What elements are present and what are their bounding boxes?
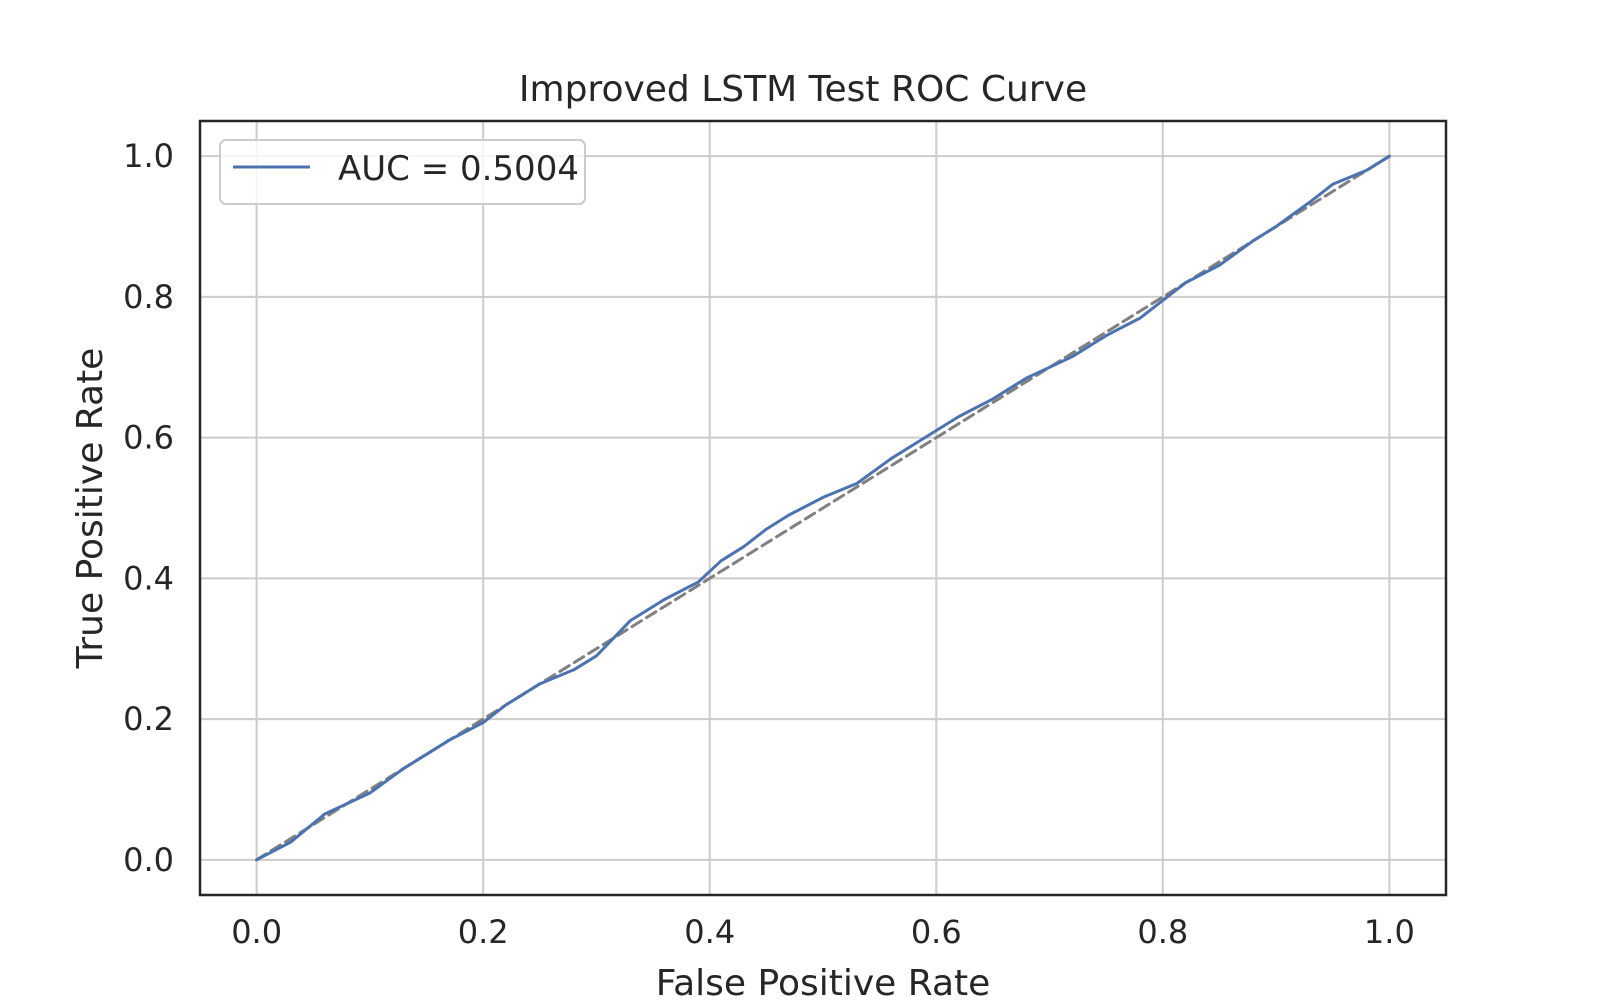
- ticks: 0.0 0.2 0.4 0.6 0.8 1.0 0.0 0.2 0.4 0.6 0.8 1.0: [123, 137, 1415, 951]
- plot-series: [257, 156, 1390, 860]
- x-tick-label: 0.0: [231, 913, 282, 951]
- y-tick-label: 0.6: [123, 419, 174, 457]
- x-tick-label: 0.8: [1137, 913, 1188, 951]
- x-tick-label: 0.4: [684, 913, 735, 951]
- x-axis-label: False Positive Rate: [656, 963, 991, 1000]
- y-axis-label: True Positive Rate: [70, 348, 111, 670]
- legend: AUC = 0.5004: [220, 140, 585, 204]
- y-tick-label: 0.2: [123, 700, 174, 738]
- y-tick-label: 0.8: [123, 278, 174, 316]
- y-tick-label: 0.0: [123, 841, 174, 879]
- x-tick-label: 0.6: [911, 913, 962, 951]
- x-tick-label: 0.2: [458, 913, 509, 951]
- x-tick-label: 1.0: [1364, 913, 1415, 951]
- legend-label: AUC = 0.5004: [338, 149, 579, 189]
- chart-title: Improved LSTM Test ROC Curve: [519, 69, 1087, 110]
- y-tick-label: 1.0: [123, 137, 174, 175]
- y-tick-label: 0.4: [123, 559, 174, 597]
